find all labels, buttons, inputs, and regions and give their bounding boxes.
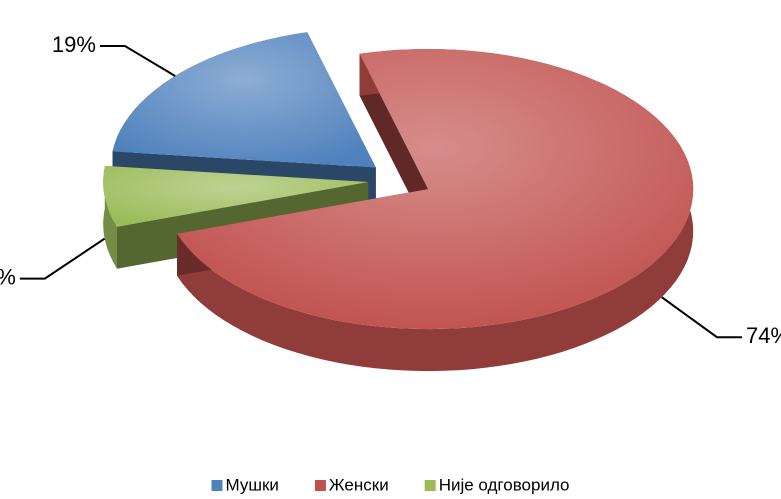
legend-swatch <box>211 480 223 491</box>
leader-line <box>99 44 176 77</box>
slice-shine <box>177 49 694 330</box>
legend-swatch <box>314 480 326 491</box>
legend-swatch <box>424 480 436 491</box>
leader-line <box>661 296 742 339</box>
data-label: 19% <box>52 32 96 57</box>
legend-label: Није одговорило <box>439 475 570 494</box>
slice-shine <box>103 165 369 227</box>
data-label: 7% <box>0 264 16 289</box>
data-label: 74% <box>746 323 781 348</box>
slice-wall <box>359 53 429 232</box>
slice-shine <box>112 32 376 168</box>
legend-label: Женски <box>329 475 389 494</box>
slice-side <box>103 165 117 269</box>
leader-line <box>19 237 106 280</box>
legend: Мушки Женски Није одговорило <box>211 475 570 494</box>
legend-label: Мушки <box>225 475 278 494</box>
